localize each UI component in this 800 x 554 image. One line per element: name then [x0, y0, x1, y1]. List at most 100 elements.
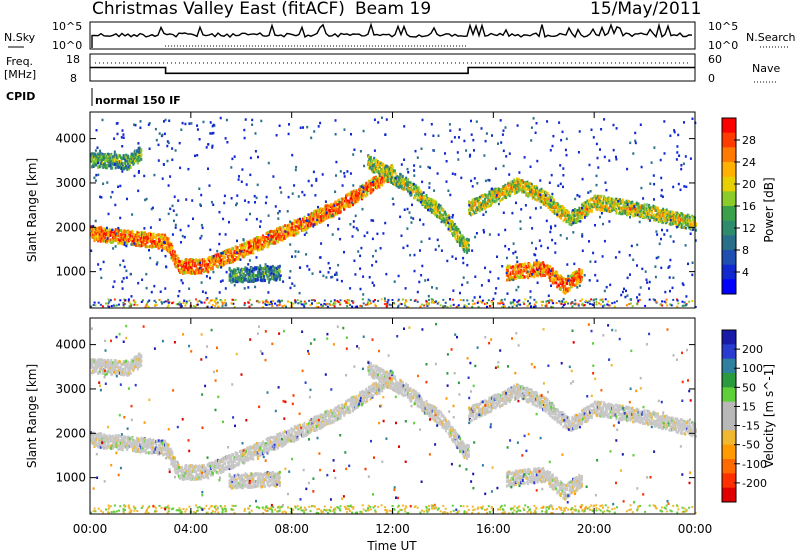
power-cell: [563, 208, 566, 212]
power-cell: [519, 263, 522, 267]
power-cell: [637, 202, 640, 206]
power-cell: [555, 281, 558, 285]
power-cell: [200, 271, 203, 275]
power-cell: [581, 214, 584, 218]
power-cell: [454, 230, 457, 234]
power-noise-cell: [270, 238, 273, 241]
power-cell: [120, 229, 122, 232]
power-cell: [408, 188, 411, 192]
power-cell: [551, 267, 554, 271]
power-cell: [292, 222, 295, 226]
power-cell: [470, 212, 473, 216]
power-cell: [565, 217, 568, 221]
power-cell: [105, 228, 108, 232]
power-noise-cell: [224, 287, 227, 290]
power-cell: [136, 243, 139, 247]
power-cell: [573, 218, 576, 222]
power-cell: [374, 181, 377, 185]
nsky-label: N.Sky: [4, 31, 36, 44]
power-noise-cell: [592, 251, 595, 255]
power-cell: [177, 257, 180, 261]
power-cell: [533, 275, 536, 279]
power-noise-cell: [518, 171, 521, 174]
power-cell: [286, 234, 289, 238]
power-cell: [359, 187, 362, 191]
power-cell: [222, 264, 225, 267]
power-cell: [112, 233, 115, 237]
power-noise-cell: [648, 280, 651, 284]
power-cell: [252, 239, 255, 243]
power-noise-cell: [433, 189, 436, 192]
power-cell: [323, 217, 326, 221]
power-cell: [570, 223, 573, 227]
power-noise-cell: [119, 263, 122, 267]
power-cell: [486, 202, 489, 206]
power-cell: [686, 222, 689, 226]
power-cell: [484, 205, 487, 209]
power-noise-cell: [93, 176, 96, 179]
power-cell: [660, 217, 663, 221]
power-cell: [277, 237, 280, 241]
power-cell: [100, 227, 103, 231]
power-cell: [530, 188, 533, 192]
power-cell: [580, 269, 583, 272]
power-noise-cell: [567, 279, 569, 282]
power-cell: [127, 156, 130, 160]
power-cell: [580, 278, 583, 282]
power-cell: [666, 218, 669, 222]
power-noise-cell: [384, 221, 387, 225]
power-cell: [439, 204, 442, 208]
power-cell: [565, 278, 568, 281]
power-cell: [577, 211, 580, 215]
power-cell: [619, 212, 622, 215]
power-cell: [270, 229, 272, 233]
power-cell: [241, 248, 244, 252]
power-noise-cell: [267, 291, 270, 294]
power-noise-cell: [371, 281, 374, 284]
power-cell: [100, 156, 103, 159]
power-cell: [677, 224, 680, 228]
power-cell: [416, 196, 419, 200]
power-noise-cell: [265, 195, 268, 199]
power-cell: [501, 197, 504, 201]
power-cell: [354, 193, 357, 197]
power-cell: [189, 263, 192, 266]
power-cell: [180, 270, 182, 274]
power-cell: [363, 193, 366, 196]
power-cell: [675, 221, 678, 225]
power-cell: [224, 261, 227, 265]
power-cell: [94, 160, 97, 163]
power-cell: [664, 209, 666, 212]
power-cell: [307, 225, 309, 229]
power-noise-cell: [620, 293, 623, 297]
power-noise-cell: [235, 202, 238, 205]
power-cell: [93, 163, 96, 167]
power-cell: [491, 191, 494, 195]
power-cell: [461, 245, 464, 249]
power-cell: [179, 268, 182, 272]
power-cell: [409, 181, 412, 185]
power-noise-cell: [536, 159, 539, 163]
power-cell: [546, 192, 549, 195]
power-noise-cell: [180, 241, 182, 244]
power-cell: [490, 197, 493, 200]
power-noise-cell: [484, 266, 486, 270]
power-cell: [563, 277, 566, 281]
power-noise-cell: [640, 186, 643, 190]
power-cell: [456, 240, 459, 243]
power-cell: [258, 269, 261, 273]
power-cell: [378, 185, 381, 189]
power-noise-cell: [676, 151, 679, 154]
power-noise-cell: [556, 213, 559, 216]
power-noise-cell: [451, 227, 454, 231]
power-cell: [478, 207, 481, 211]
power-noise-cell: [240, 180, 243, 183]
power-cell: [228, 255, 231, 259]
power-noise-cell: [327, 224, 329, 227]
power-noise-cell: [382, 232, 385, 235]
power-cell: [578, 268, 581, 271]
power-cell: [559, 213, 561, 217]
power-noise-cell: [211, 146, 214, 149]
power-cell: [515, 190, 518, 194]
